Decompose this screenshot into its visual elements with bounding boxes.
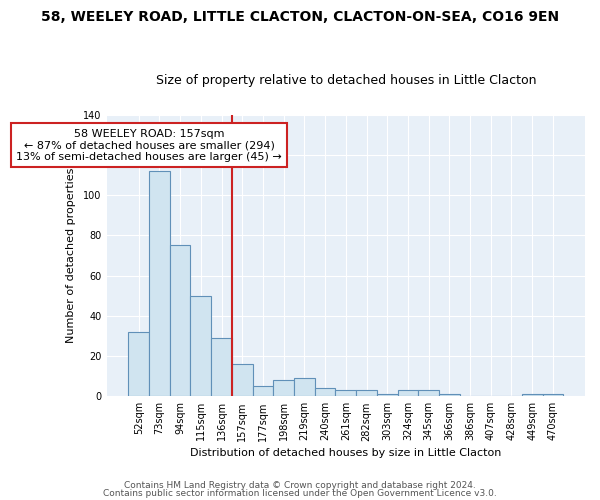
Bar: [418, 390, 439, 396]
X-axis label: Distribution of detached houses by size in Little Clacton: Distribution of detached houses by size …: [190, 448, 502, 458]
Bar: [315, 388, 335, 396]
Text: 58, WEELEY ROAD, LITTLE CLACTON, CLACTON-ON-SEA, CO16 9EN: 58, WEELEY ROAD, LITTLE CLACTON, CLACTON…: [41, 10, 559, 24]
Bar: [232, 364, 253, 396]
Bar: [253, 386, 274, 396]
Bar: [522, 394, 542, 396]
Bar: [377, 394, 398, 396]
Bar: [149, 171, 170, 396]
Bar: [356, 390, 377, 396]
Y-axis label: Number of detached properties: Number of detached properties: [67, 168, 76, 343]
Title: Size of property relative to detached houses in Little Clacton: Size of property relative to detached ho…: [155, 74, 536, 87]
Bar: [170, 246, 190, 396]
Bar: [294, 378, 315, 396]
Bar: [398, 390, 418, 396]
Bar: [190, 296, 211, 396]
Bar: [128, 332, 149, 396]
Bar: [439, 394, 460, 396]
Text: Contains public sector information licensed under the Open Government Licence v3: Contains public sector information licen…: [103, 488, 497, 498]
Text: Contains HM Land Registry data © Crown copyright and database right 2024.: Contains HM Land Registry data © Crown c…: [124, 481, 476, 490]
Bar: [542, 394, 563, 396]
Bar: [335, 390, 356, 396]
Bar: [274, 380, 294, 396]
Bar: [211, 338, 232, 396]
Text: 58 WEELEY ROAD: 157sqm
← 87% of detached houses are smaller (294)
13% of semi-de: 58 WEELEY ROAD: 157sqm ← 87% of detached…: [16, 128, 282, 162]
